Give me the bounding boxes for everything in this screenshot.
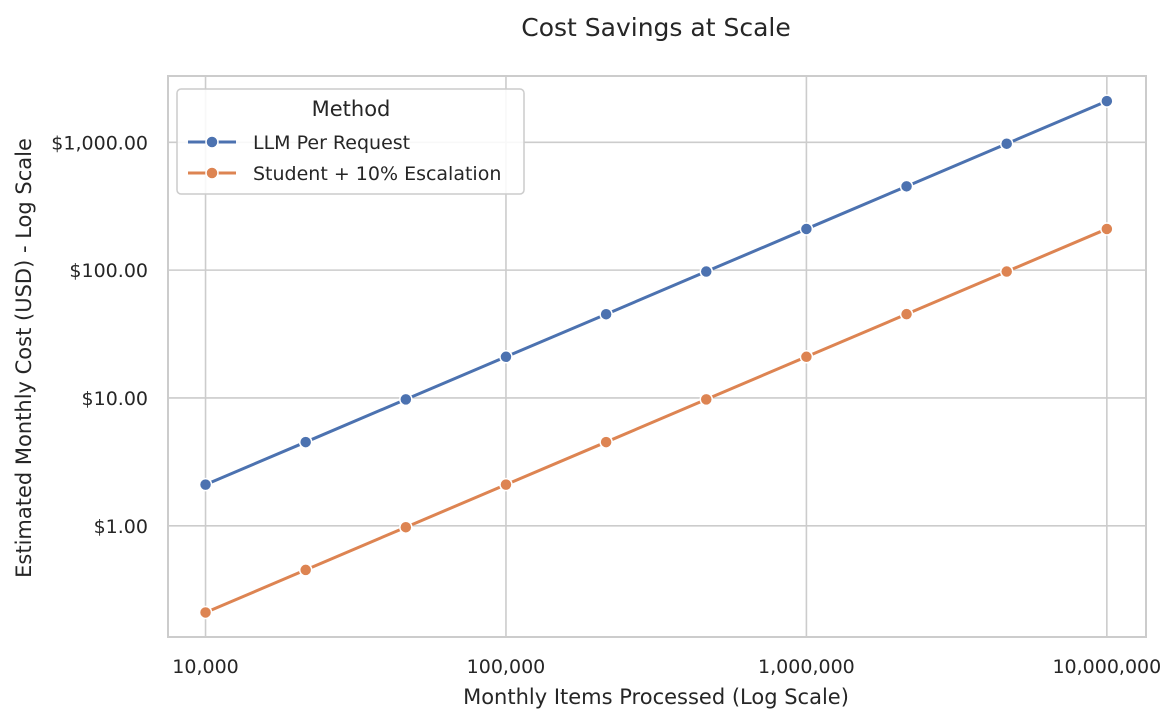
x-tick-label: 100,000 xyxy=(467,656,546,678)
x-tick-label: 1,000,000 xyxy=(758,656,855,678)
data-point-student-10-escalation xyxy=(999,264,1014,279)
data-point-llm-per-request xyxy=(1100,94,1114,108)
data-point-llm-per-request xyxy=(499,350,513,364)
x-tick-labels: 10,000 100,000 1,000,000 10,000,000 xyxy=(172,656,1161,678)
data-point-student-10-escalation xyxy=(899,307,914,321)
legend-box xyxy=(176,88,525,195)
data-point-llm-per-request xyxy=(198,477,213,492)
legend: Method LLM Per Request Student + 10% Esca… xyxy=(176,88,525,195)
series-layer xyxy=(198,94,1114,620)
data-point-llm-per-request xyxy=(999,136,1014,151)
data-point-llm-per-request xyxy=(599,307,613,321)
data-point-llm-per-request xyxy=(298,435,313,449)
y-tick-label: $100.00 xyxy=(69,260,148,282)
plot-frame xyxy=(167,75,1147,638)
legend-marker xyxy=(205,135,219,149)
x-tick-label: 10,000 xyxy=(172,656,238,678)
series-line-student-10-escalation xyxy=(204,227,1108,614)
data-point-student-10-escalation xyxy=(399,520,413,534)
y-axis-label: Estimated Monthly Cost (USD) - Log Scale xyxy=(12,138,36,578)
data-point-student-10-escalation xyxy=(499,477,513,492)
data-point-llm-per-request xyxy=(799,222,814,236)
data-point-student-10-escalation xyxy=(1100,222,1114,236)
data-point-student-10-escalation xyxy=(799,350,814,364)
data-point-llm-per-request xyxy=(899,179,914,194)
legend-label: Student + 10% Escalation xyxy=(253,163,501,185)
data-point-student-10-escalation xyxy=(298,563,313,577)
data-point-student-10-escalation xyxy=(198,605,213,620)
y-tick-labels: $1.00 $10.00 $100.00 $1,000.00 xyxy=(51,132,148,538)
series-line-llm-per-request xyxy=(204,99,1108,487)
x-axis-label: Monthly Items Processed (Log Scale) xyxy=(463,685,849,709)
chart-title: Cost Savings at Scale xyxy=(521,13,790,42)
y-tick-label: $10.00 xyxy=(82,388,148,410)
legend-item: LLM Per Request xyxy=(188,132,410,154)
legend-label: LLM Per Request xyxy=(253,132,410,154)
data-point-llm-per-request xyxy=(399,392,413,407)
data-point-student-10-escalation xyxy=(599,435,613,449)
legend-title: Method xyxy=(312,97,391,121)
y-tick-label: $1,000.00 xyxy=(51,132,148,154)
x-tick-label: 10,000,000 xyxy=(1052,656,1161,678)
data-point-student-10-escalation xyxy=(699,392,714,407)
data-point-llm-per-request xyxy=(699,264,714,279)
legend-marker xyxy=(205,166,219,180)
legend-items: LLM Per Request Student + 10% Escalation xyxy=(188,132,501,185)
legend-item: Student + 10% Escalation xyxy=(188,163,501,185)
y-tick-label: $1.00 xyxy=(94,516,148,538)
